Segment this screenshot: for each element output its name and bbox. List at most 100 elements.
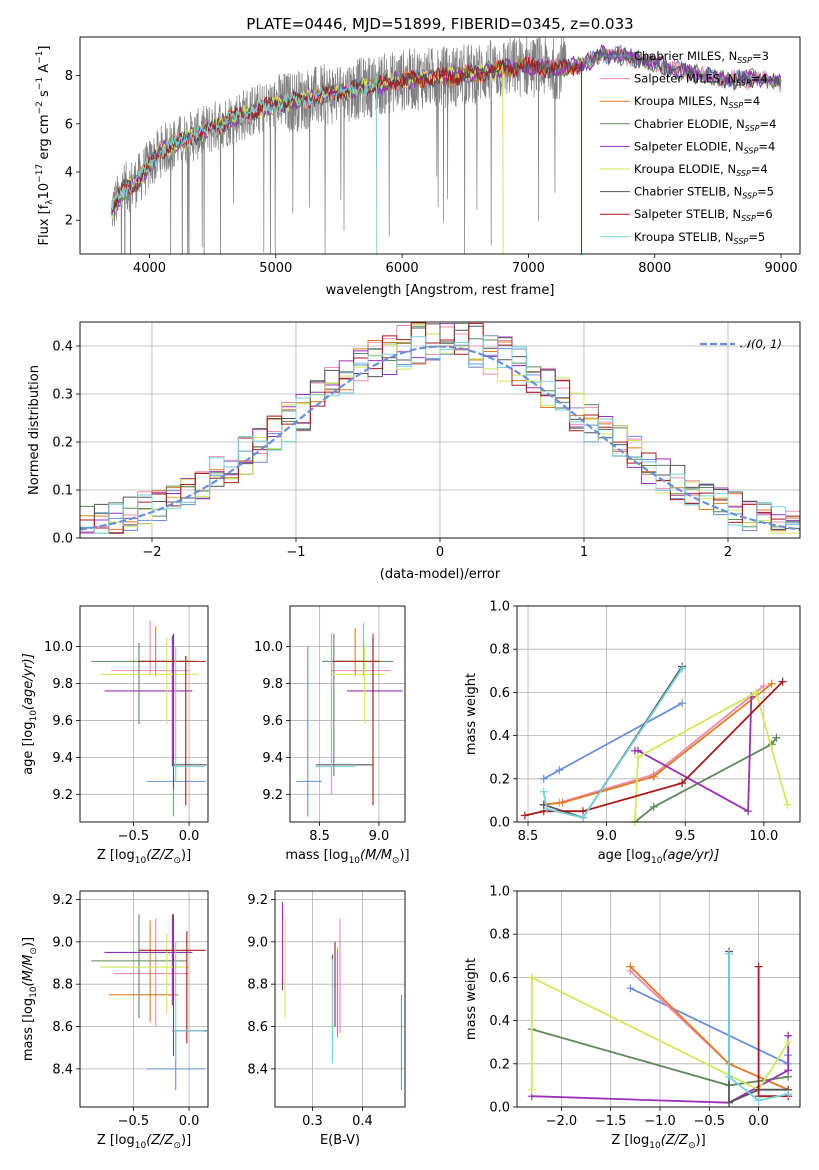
y-tick-label: 8.8 xyxy=(247,978,268,993)
series-marker-salpeter_elodie xyxy=(784,1066,793,1075)
series-marker-kroupa_elodie xyxy=(783,800,792,809)
histogram-kroupa_stelib xyxy=(80,335,800,534)
x-label-sub: 10 xyxy=(349,856,361,866)
x-label-sub2: ⊙ xyxy=(688,1141,696,1151)
x-tick-label: −1.5 xyxy=(595,1114,627,1129)
y-label-sub2: ⊙ xyxy=(29,947,39,955)
axes-spectrum: 4000 5000 6000 7000 8000 9000 2 4 6 8 wavelength [… xyxy=(35,36,801,298)
figure-title: PLATE=0446, MJD=51899, FIBERID=0345, z=0… xyxy=(246,15,633,33)
axes-residuals: −2 −1 0 1 2 0.0 0.1 0.2 0.3 0.4 (data-model)/error… xyxy=(27,321,801,582)
y-tick-label: 0.6 xyxy=(489,686,510,701)
y-tick-label: 2 xyxy=(65,214,73,229)
x-axis-label: age [log10(age/yr)] xyxy=(598,848,720,866)
x-tick-label: 9.0 xyxy=(369,829,390,844)
series-marker-kroupa_elodie xyxy=(527,973,536,982)
x-tick-label: 8000 xyxy=(638,261,671,276)
series-marker-chabrier_stelib xyxy=(725,1098,734,1107)
legend-main: Chabrier MILES, N xyxy=(634,49,737,63)
legend-tail: =4 xyxy=(758,139,775,153)
y-tick-label: 9.2 xyxy=(262,788,283,803)
weight-series xyxy=(520,662,792,826)
y-tick-label: 9.8 xyxy=(262,677,283,692)
x-tick-label: 0.0 xyxy=(179,829,200,844)
y-tick-label: 8 xyxy=(65,69,73,84)
x-axis-label: Z [log10(Z/Z⊙)] xyxy=(611,1133,705,1151)
series-marker-kroupa_stelib xyxy=(784,1090,793,1099)
legend-tail: =5 xyxy=(748,230,765,244)
x-tick-label: −0.5 xyxy=(118,829,150,844)
x-label-sub: 10 xyxy=(135,1141,147,1151)
legend-label: Kroupa STELIB, NSSP=5 xyxy=(634,230,765,246)
series-line-kroupa_elodie xyxy=(530,975,789,1091)
y-tick-label: 9.6 xyxy=(262,714,283,729)
y-tick-label: 0.0 xyxy=(489,816,510,831)
y-label-part: 10 xyxy=(37,183,52,200)
legend-main: Kroupa STELIB, N xyxy=(634,230,734,244)
y-tick-label: 9.2 xyxy=(52,893,73,908)
legend-main: Salpeter STELIB, N xyxy=(634,207,741,221)
series-marker-chabrier_elodie xyxy=(649,802,658,811)
x-label-main: Z [log xyxy=(97,848,135,863)
axes-frame xyxy=(289,605,406,823)
series-line-salpeter_miles xyxy=(543,685,765,806)
spectrum-plot xyxy=(111,37,782,254)
errorbars xyxy=(91,620,207,817)
x-label-close: )] xyxy=(696,1133,706,1148)
series-marker-kroupa_miles xyxy=(649,772,658,781)
series-marker-salpeter_stelib xyxy=(778,677,787,686)
x-tick-label: 6000 xyxy=(386,261,419,276)
y-tick-label: 8.6 xyxy=(52,1020,73,1035)
x-axis-label: E(B-V) xyxy=(320,1133,360,1148)
legend-tail: =5 xyxy=(757,185,774,199)
x-tick-label: −1 xyxy=(286,545,305,560)
axes-age_vs_Z: −0.5 0.09.29.49.69.810.0Z [log10(Z/Z⊙)]ag… xyxy=(21,605,209,866)
x-label-sub2: ⊙ xyxy=(173,1141,181,1151)
axes-frame xyxy=(79,321,801,539)
histogram-salpeter_stelib xyxy=(80,322,800,534)
series-marker-kroupa_stelib xyxy=(754,1096,763,1105)
x-tick-label: 4000 xyxy=(133,261,166,276)
y-tick-label: 9.0 xyxy=(52,935,73,950)
x-label-close: )] xyxy=(181,1133,191,1148)
x-tick-label: −0.5 xyxy=(693,1114,725,1129)
x-tick-label: 0.0 xyxy=(179,1114,200,1129)
series-marker-kroupa_stelib xyxy=(539,787,548,796)
x-tick-label: −0.5 xyxy=(118,1114,150,1129)
series-line-kroupa_miles xyxy=(543,683,773,806)
y-tick-label: 8.4 xyxy=(52,1062,73,1077)
y-label-exp: −1 xyxy=(35,51,45,64)
y-axis-label: mass [log10(M/M⊙)] xyxy=(21,937,39,1061)
x-tick-label: 9.0 xyxy=(596,829,617,844)
y-tick-label: 9.4 xyxy=(262,751,283,766)
x-tick-label: 8.5 xyxy=(309,829,330,844)
axes-mass_vs_EBV: 0.3 0.4 8.4 8.6 8.8 9.0 9.2 E(B-V) xyxy=(247,890,406,1148)
x-axis-label: Z [log10(Z/Z⊙)] xyxy=(97,848,191,866)
x-tick-label: 1 xyxy=(580,545,588,560)
series-marker-chabrier_miles xyxy=(678,699,687,708)
y-tick-label: 8.8 xyxy=(52,978,73,993)
y-tick-label: 10.0 xyxy=(44,640,73,655)
y-tick-label: 9.6 xyxy=(52,714,73,729)
axes-age_vs_mass: 8.5 9.0 9.2 9.4 9.6 9.8 10.0 mass [log10(M/M⊙)] xyxy=(254,605,410,866)
legend-sub: SSP xyxy=(736,79,751,88)
x-tick-label: 0.3 xyxy=(302,1114,323,1129)
y-tick-label: 1.0 xyxy=(489,600,510,615)
y-tick-label: 0.3 xyxy=(52,388,73,403)
y-tick-label: 10.0 xyxy=(254,640,283,655)
y-tick-label: 9.2 xyxy=(52,788,73,803)
y-tick-label: 9.4 xyxy=(52,751,73,766)
legend-sub: SSP xyxy=(737,56,752,65)
series-marker-salpeter_stelib xyxy=(678,779,687,788)
x-tick-label: 5000 xyxy=(259,261,292,276)
axes-frame xyxy=(79,605,209,823)
model-line-kroupa_stelib xyxy=(111,75,378,254)
y-axis-label: Flux [fλ10−17 erg cm−2 s−1 A−1] xyxy=(35,46,55,246)
x-tick-label: 9000 xyxy=(765,261,798,276)
series-marker-kroupa_elodie xyxy=(634,753,643,762)
legend-tail: =4 xyxy=(760,117,777,131)
legend-main: Chabrier STELIB, N xyxy=(634,185,742,199)
legend-sub: SSP xyxy=(734,237,749,246)
axes-weight_vs_age: 8.5 9.0 9.5 10.0 0.0 0.2 0.4 0.6 0.8 1.0 age [log1… xyxy=(464,600,801,866)
series-marker-kroupa_miles xyxy=(626,962,635,971)
